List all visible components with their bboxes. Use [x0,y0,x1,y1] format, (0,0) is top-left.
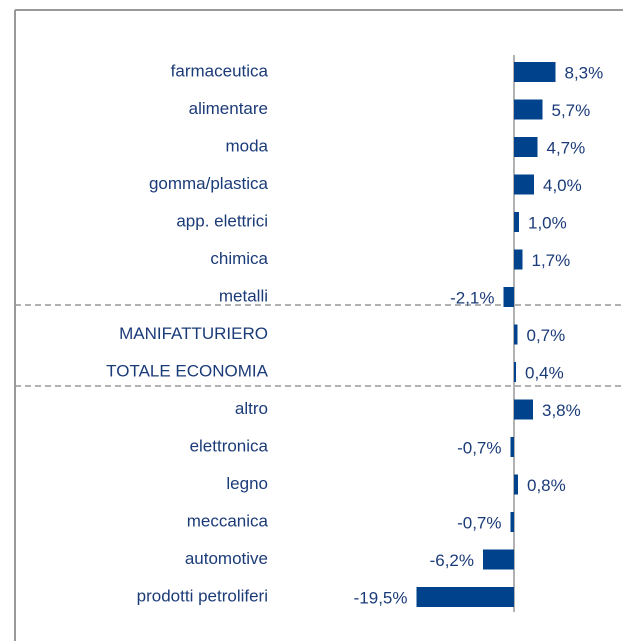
value-label: 0,8% [527,476,566,495]
value-label: 1,7% [532,251,571,270]
category-label: altro [235,399,268,418]
category-label: moda [225,136,268,155]
value-label: 0,4% [525,363,564,382]
category-label: alimentare [189,99,268,118]
bar [514,324,518,345]
category-label: app. elettrici [176,211,268,230]
value-label: -2,1% [450,288,494,307]
category-label: meccanica [187,511,269,530]
value-label: 1,0% [528,213,567,232]
category-label: MANIFATTURIERO [119,324,268,343]
bar [416,587,514,607]
category-label: legno [226,474,268,493]
bar [514,399,533,420]
category-label: farmaceutica [171,61,269,80]
category-label: TOTALE ECONOMIA [106,361,269,380]
bar [514,99,543,120]
value-label: 0,7% [527,326,566,345]
category-label: gomma/plastica [149,174,269,193]
category-label: automotive [185,549,268,568]
bar [514,137,538,157]
value-label: 4,0% [543,176,582,195]
value-label: 5,7% [552,101,591,120]
value-label: 8,3% [565,63,604,82]
value-label: -6,2% [430,551,474,570]
bar [514,249,523,270]
bar [514,474,518,495]
bar [510,437,514,457]
bar [514,174,534,195]
category-label: prodotti petroliferi [137,586,268,605]
value-label: -0,7% [457,438,501,457]
value-label: 3,8% [542,401,581,420]
value-label: -19,5% [354,588,408,607]
value-label: -0,7% [457,513,501,532]
bar [514,62,556,82]
bar [510,512,514,532]
category-label: chimica [210,249,268,268]
category-label: elettronica [190,436,269,455]
category-label: metalli [219,286,268,305]
bar [514,362,516,382]
bar [503,287,514,307]
bar [483,549,514,570]
value-label: 4,7% [547,138,586,157]
bar [514,212,519,232]
